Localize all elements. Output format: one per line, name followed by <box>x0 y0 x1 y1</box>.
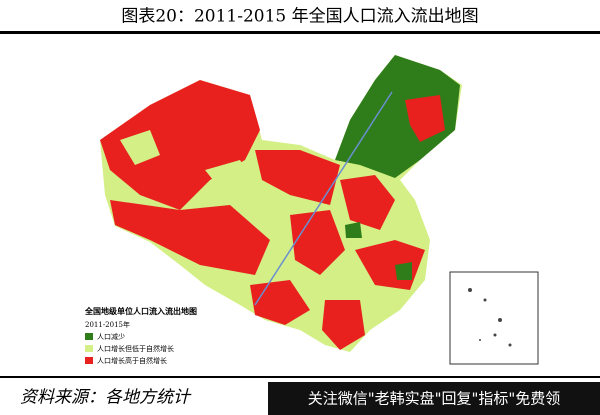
legend-swatch <box>85 333 93 340</box>
region-dark-green <box>335 55 460 178</box>
region-red <box>322 300 365 350</box>
region-green <box>205 160 255 195</box>
legend-swatch <box>85 345 93 352</box>
region-red <box>340 175 395 230</box>
legend-title: 全国地级单位人口流入流出地图 <box>84 306 197 316</box>
legend-label: 人口减少 <box>97 332 125 341</box>
region-red <box>100 80 260 210</box>
inset-islands <box>468 288 512 347</box>
rule-bottom <box>0 376 600 378</box>
source: 资料来源：各地方统计 <box>20 388 192 408</box>
inset-box <box>449 271 539 365</box>
legend-period: 2011-2015年 <box>85 320 130 329</box>
rule-top <box>0 31 600 34</box>
region-red <box>290 210 345 275</box>
region-red <box>250 280 310 325</box>
region-red <box>255 150 340 205</box>
watermark: 关注微信"老韩实盘"回复"指标"免费领 <box>308 390 561 408</box>
region-dark-green <box>395 262 412 280</box>
region-green <box>120 130 160 165</box>
title: 图表20：2011-2015 年全国人口流入流出地图 <box>121 7 478 27</box>
region-red <box>110 200 270 275</box>
watermark-bg <box>268 382 600 415</box>
hu-line <box>254 91 393 306</box>
legend-label: 人口增长高于自然增长 <box>97 356 167 365</box>
region-red <box>405 95 445 142</box>
legend-swatch <box>85 357 93 364</box>
legend-label: 人口增长但低于自然增长 <box>97 344 174 353</box>
map <box>100 55 539 365</box>
region-dark-green <box>345 222 362 238</box>
map-legend: 全国地级单位人口流入流出地图 2011-2015年 人口减少 人口增长但低于自然… <box>84 306 197 365</box>
